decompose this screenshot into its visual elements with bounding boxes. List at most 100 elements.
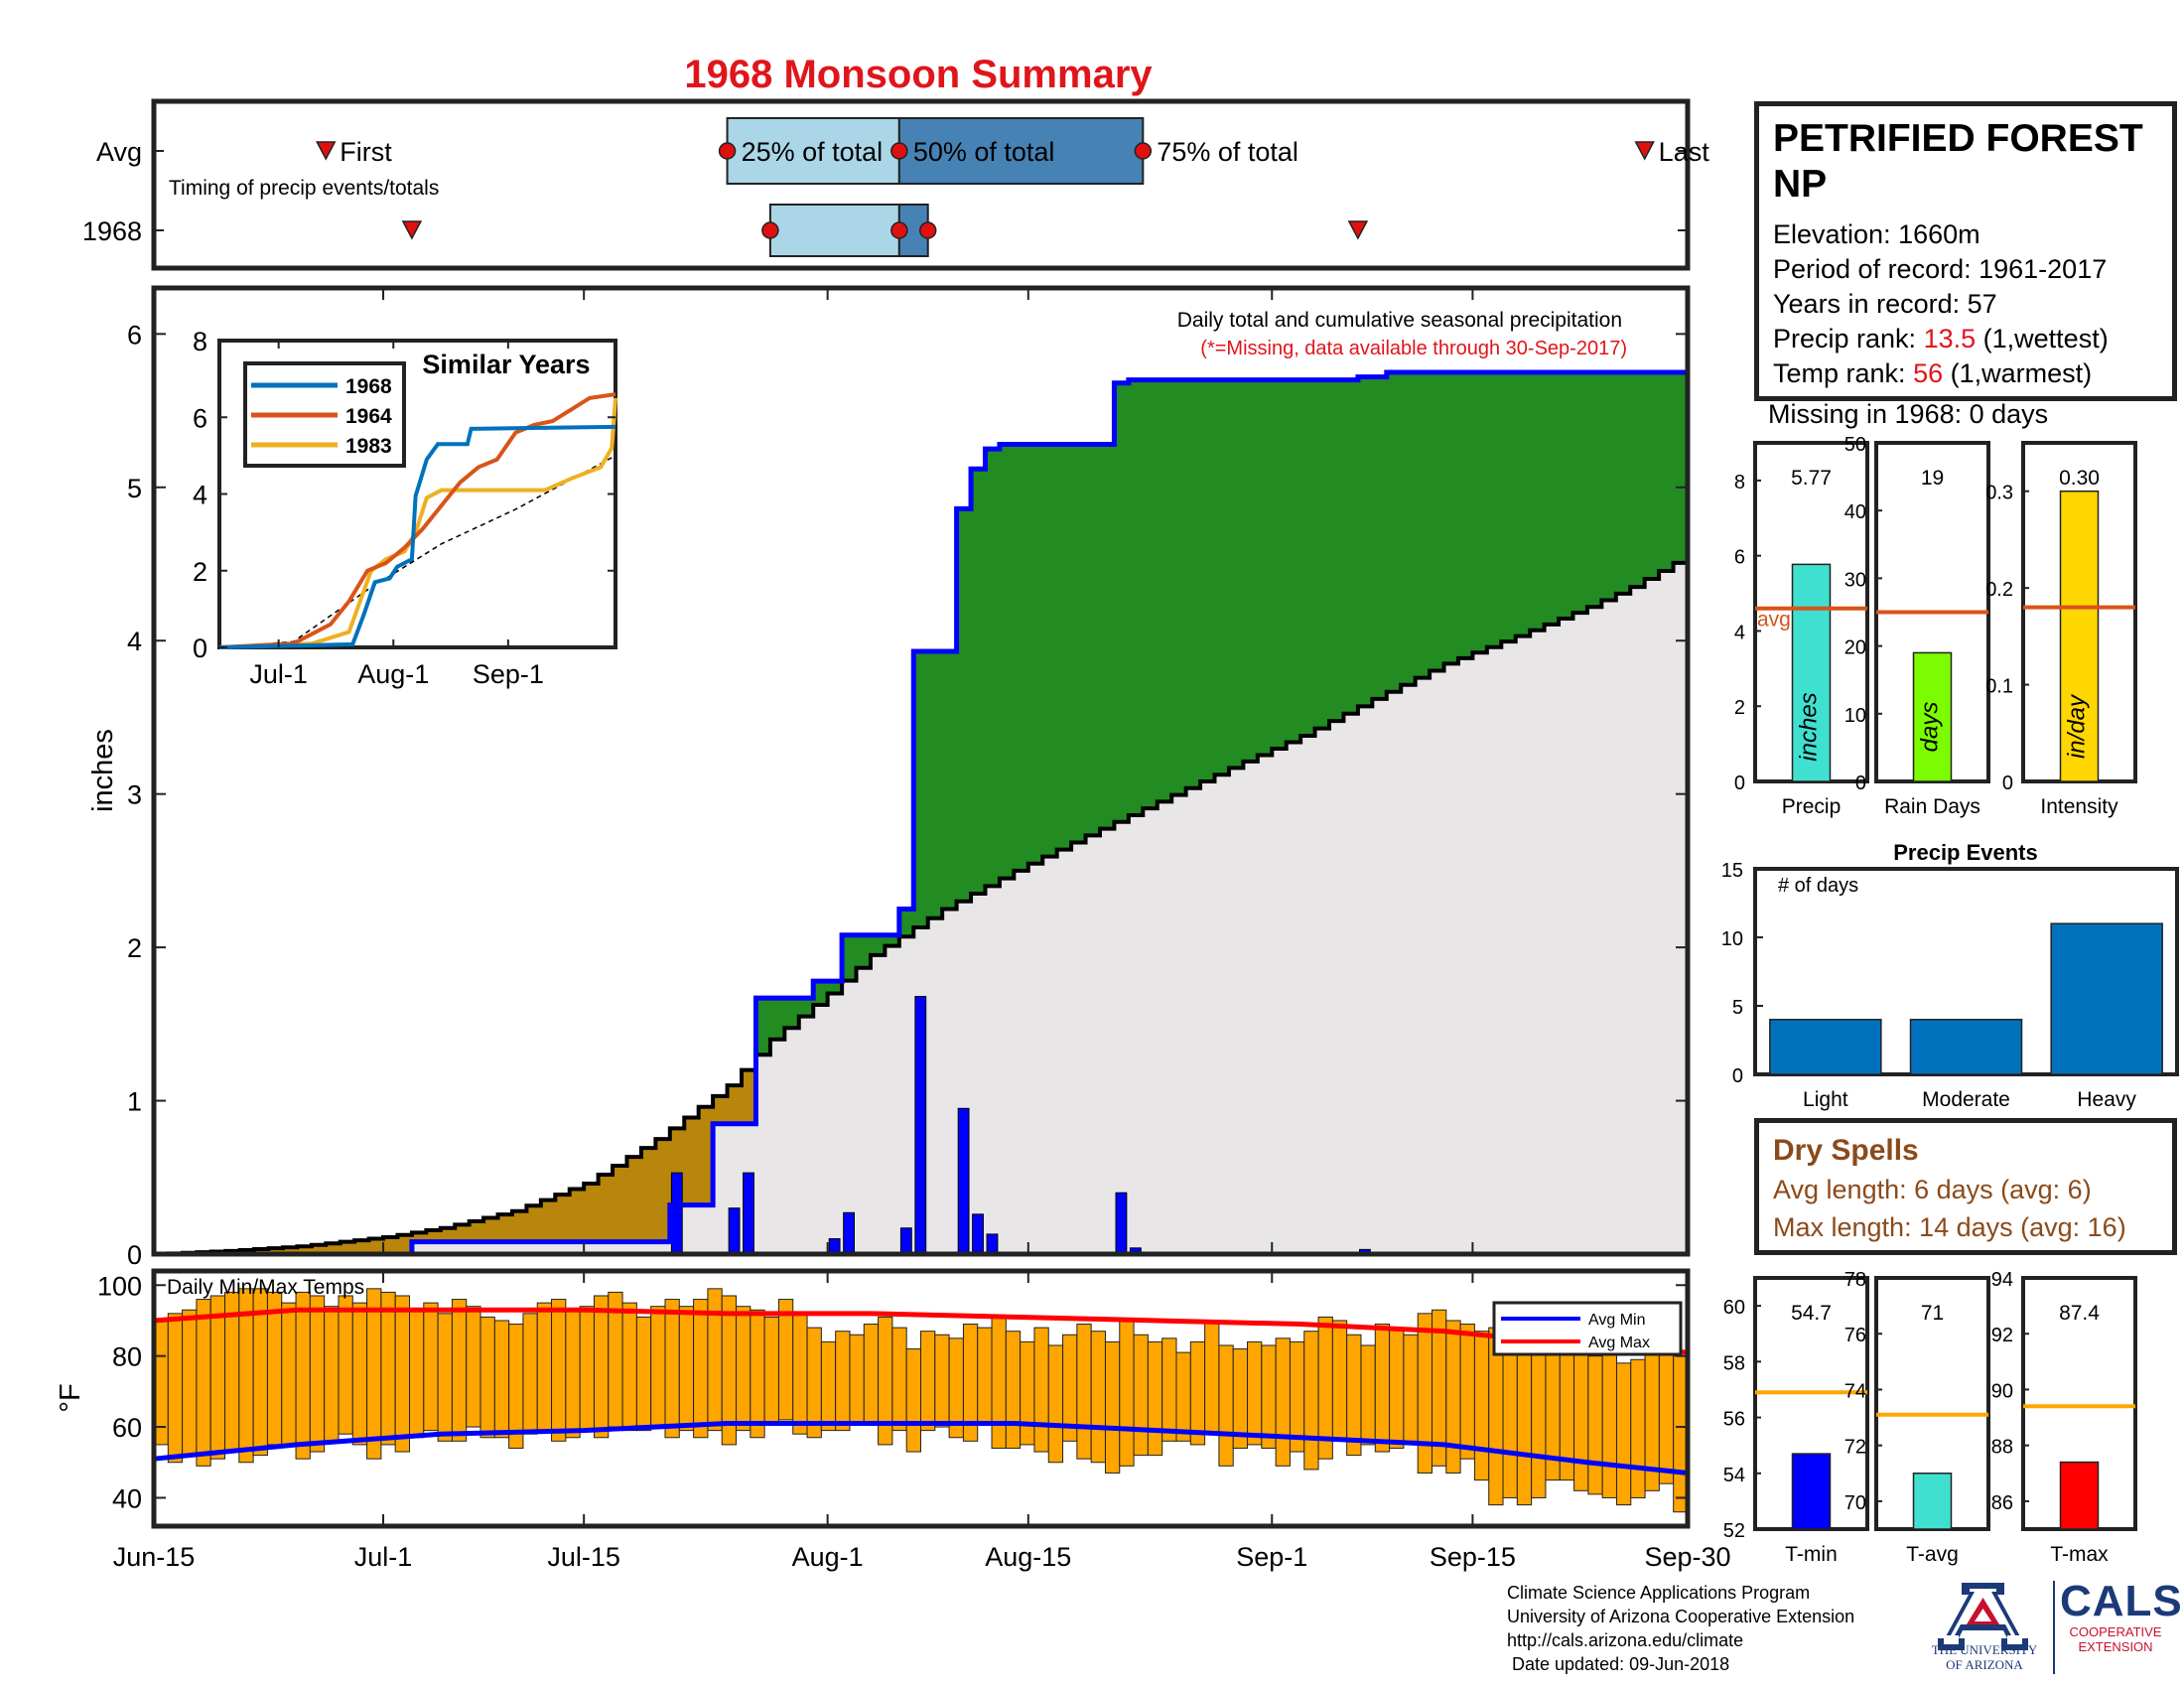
events-category-label: Moderate (1922, 1088, 2010, 1111)
below-avg-fill (154, 1069, 756, 1254)
summary-inner-label: days (1917, 702, 1944, 753)
daily-temp-bar (593, 1295, 610, 1439)
dry-spells-avg-length: Avg length: 6 days (avg: 6) (1773, 1175, 2092, 1204)
summary-y-tick-label: 40 (1844, 501, 1866, 523)
precip-rank-note: (1,wettest) (1982, 324, 2109, 353)
timing-box-first-half (726, 117, 900, 185)
daily-temp-bar (380, 1291, 396, 1446)
daily-temp-bar (1360, 1344, 1376, 1446)
daily-temp-bar (621, 1302, 637, 1432)
ua-wordmark: THE UNIVERSITY OF ARIZONA (1922, 1642, 2047, 1672)
summary-value-label: 87.4 (2059, 1302, 2100, 1325)
temp-rank: Temp rank: 56 (1,warmest) (1773, 356, 2158, 391)
daily-temp-bar (1473, 1331, 1490, 1481)
x-tick-label: Jun-15 (113, 1542, 196, 1572)
daily-temp-bar (409, 1309, 425, 1439)
daily-temp-bar (763, 1316, 779, 1424)
summary-bar (2059, 490, 2100, 782)
dry-spells-max-length: Max length: 14 days (avg: 16) (1773, 1212, 2126, 1242)
daily-precip-bar (743, 1172, 754, 1255)
precip-chart: 0 1 2 3 4 5 6 inches Daily total and cumulative … (87, 285, 1691, 1270)
chart-annotation: Daily total and cumulative seasonal prec… (1177, 309, 1622, 332)
x-tick-label: Aug-15 (985, 1542, 1071, 1572)
summary-y-tick-label: 0 (1855, 773, 1866, 794)
daily-temp-bar (1005, 1331, 1022, 1449)
daily-temp-bar (295, 1291, 311, 1460)
avg-max-line (153, 1307, 1689, 1355)
daily-temp-bar (1161, 1337, 1177, 1442)
p50-marker (890, 221, 908, 239)
first-marker (401, 220, 423, 240)
summary-bar (1912, 1473, 1953, 1530)
daily-temp-bar (493, 1320, 510, 1439)
inset-x-tick-label: Sep-1 (473, 659, 544, 689)
p50-label: 50% of total (913, 137, 1055, 167)
x-tick-label: Sep-30 (1644, 1542, 1730, 1572)
daily-temp-bar (1104, 1340, 1121, 1474)
daily-temp-bar (1331, 1320, 1348, 1442)
summary-y-tick-label: 54 (1723, 1465, 1745, 1486)
daily-temp-bar (309, 1295, 326, 1453)
summary-y-tick-label: 6 (1734, 547, 1745, 569)
y-tick-label: 2 (127, 933, 142, 963)
daily-temp-bar (196, 1299, 211, 1467)
y-tick-label: 3 (127, 780, 142, 810)
daily-temp-bar (707, 1288, 723, 1432)
daily-temp-bar (167, 1313, 184, 1464)
inset-series-line-1983 (218, 397, 617, 649)
p75-marker (1134, 142, 1153, 160)
p75-label: 75% of total (1157, 137, 1298, 167)
summary-y-tick-label: 0.3 (1985, 483, 2013, 504)
summary-avg-label: avg (1757, 609, 1791, 632)
daily-temp-bar (551, 1299, 567, 1442)
daily-temp-bar (1587, 1355, 1603, 1495)
daily-temp-bar (650, 1306, 666, 1428)
summary-y-tick-label: 4 (1734, 622, 1745, 643)
timing-row-label: 1968 (82, 216, 142, 246)
daily-temp-bar (1445, 1320, 1461, 1474)
daily-temp-bar (281, 1302, 297, 1446)
daily-temp-bar (1119, 1320, 1135, 1467)
temp-rank-label: Temp rank: (1773, 358, 1906, 388)
daily-temp-bar (1261, 1344, 1277, 1449)
summary-y-tick-label: 78 (1844, 1269, 1866, 1291)
daily-temp-bar (451, 1299, 468, 1442)
summary-y-tick-label: 94 (1991, 1269, 2013, 1291)
temps-y-tick-label: 60 (112, 1413, 142, 1443)
cals-line-1: COOPERATIVE (2069, 1624, 2162, 1639)
summary-y-tick-label: 52 (1723, 1520, 1745, 1542)
avg-cumulative-fill (154, 554, 1688, 1254)
daily-temp-bar (1076, 1324, 1092, 1460)
credits-url[interactable]: http://cals.arizona.edu/climate (1507, 1630, 1744, 1650)
daily-temp-bar (678, 1306, 695, 1432)
last-marker (1634, 141, 1655, 161)
figure-title: 1968 Monsoon Summary (684, 53, 1153, 96)
daily-temp-bar (1204, 1320, 1220, 1435)
temps-y-axis-label: °F (55, 1383, 86, 1412)
inset-series-line-1964 (218, 392, 616, 649)
daily-temp-bar (635, 1316, 652, 1432)
events-bar (1909, 1019, 2023, 1075)
daily-temp-bar (835, 1331, 851, 1432)
years-in-record: Years in record: 57 (1773, 289, 1997, 319)
y-tick-label: 4 (127, 627, 142, 656)
precip-rank-value: 13.5 (1923, 324, 1977, 353)
inset-y-tick-label: 6 (193, 403, 207, 433)
daily-temp-bar (1374, 1324, 1391, 1453)
chart-annotation-note: (*=Missing, data available through 30-Se… (1200, 338, 1627, 359)
elevation: Elevation: 1660m (1773, 219, 1980, 249)
daily-temp-bar (1147, 1340, 1163, 1457)
summary-y-tick-label: 74 (1844, 1380, 1866, 1402)
daily-temp-bar (820, 1340, 837, 1432)
daily-temp-bar (977, 1327, 993, 1424)
daily-temp-bar (736, 1306, 751, 1432)
summary-y-tick-label: 0 (1734, 773, 1745, 794)
temps-legend-label: Avg Min (1588, 1312, 1646, 1329)
daily-temp-bar (394, 1295, 411, 1453)
summary-bar (1791, 1453, 1832, 1530)
daily-temp-bar (891, 1327, 907, 1432)
summary-y-tick-label: 10 (1844, 705, 1866, 727)
daily-temp-bar (792, 1313, 808, 1435)
events-category-label: Heavy (2077, 1088, 2136, 1111)
daily-precip-bar (728, 1207, 741, 1255)
